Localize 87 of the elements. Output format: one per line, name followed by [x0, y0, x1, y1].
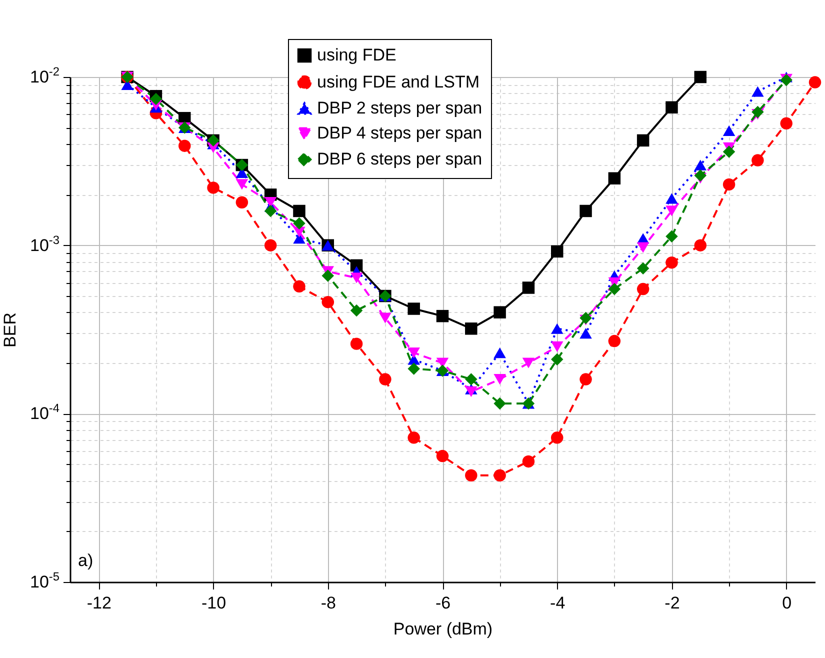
x-axis-title: Power (dBm) — [393, 620, 493, 638]
point — [494, 347, 506, 358]
point — [150, 92, 162, 106]
point — [580, 312, 592, 324]
point — [694, 169, 707, 182]
point — [550, 353, 564, 366]
point — [293, 217, 306, 230]
y-axis-title: BER — [0, 312, 20, 348]
x-tick-label: -6 — [435, 594, 451, 612]
point — [550, 341, 564, 352]
point — [236, 179, 248, 190]
point — [722, 146, 736, 158]
point — [408, 347, 420, 358]
x-tick-label: -12 — [86, 594, 112, 612]
point — [608, 172, 621, 184]
point — [666, 101, 678, 114]
point — [550, 245, 564, 258]
point — [178, 140, 191, 152]
legend-label: using FDE and LSTM — [317, 72, 480, 92]
point — [666, 230, 678, 243]
legend-label: DBP 4 steps per span — [317, 124, 482, 142]
legend-label: DBP 6 steps per span — [317, 150, 482, 168]
point — [436, 450, 449, 462]
point — [379, 373, 392, 386]
x-tick-label: -2 — [664, 594, 680, 612]
point — [694, 70, 707, 84]
point — [494, 374, 506, 385]
point — [465, 469, 478, 482]
point — [322, 296, 334, 308]
point — [522, 455, 535, 468]
point — [608, 334, 621, 348]
point — [636, 242, 650, 253]
legend-label: using FDE — [317, 46, 396, 64]
point — [494, 469, 506, 482]
point — [293, 204, 306, 218]
point — [608, 282, 621, 296]
point — [666, 256, 678, 269]
point — [666, 206, 678, 216]
point — [494, 397, 506, 410]
point — [350, 304, 363, 317]
x-tick-label: -10 — [201, 594, 226, 612]
point — [522, 282, 535, 294]
point — [752, 106, 764, 118]
x-tick-label: 0 — [782, 594, 792, 612]
point — [780, 117, 792, 130]
point — [752, 86, 764, 97]
point — [666, 193, 678, 204]
point — [293, 280, 306, 293]
point — [379, 312, 392, 324]
point — [722, 125, 736, 136]
point — [550, 323, 564, 334]
point — [207, 182, 220, 194]
point — [264, 239, 277, 252]
point — [580, 373, 592, 386]
point — [636, 282, 650, 296]
point — [408, 362, 420, 375]
y-tick-label: 10$^{-4}$ — [30, 401, 60, 424]
point — [350, 338, 363, 350]
point — [350, 272, 363, 284]
point — [436, 310, 449, 322]
point — [322, 270, 334, 282]
y-tick-label: 10$^{-2}$ — [30, 64, 60, 86]
point — [264, 204, 277, 218]
x-tick-label: -4 — [550, 594, 566, 612]
point — [694, 160, 707, 170]
point — [465, 373, 478, 386]
x-tick-label: -8 — [320, 594, 336, 612]
point — [408, 432, 420, 444]
point — [236, 196, 248, 208]
point — [722, 178, 736, 191]
y-tick-label: 10$^{-3}$ — [30, 232, 60, 255]
point — [494, 306, 506, 318]
legend-label: DBP 2 steps per span — [317, 98, 482, 118]
point — [752, 154, 764, 166]
point — [636, 134, 650, 147]
point — [465, 322, 478, 335]
annotation: a) — [78, 551, 94, 570]
point — [636, 262, 650, 274]
y-tick-label: 10$^{-5}$ — [30, 570, 60, 592]
point — [408, 302, 420, 315]
point — [522, 358, 535, 368]
point — [580, 204, 592, 218]
point — [694, 239, 707, 252]
point — [465, 386, 478, 398]
point — [550, 432, 564, 444]
point — [580, 328, 592, 339]
point — [808, 76, 822, 88]
